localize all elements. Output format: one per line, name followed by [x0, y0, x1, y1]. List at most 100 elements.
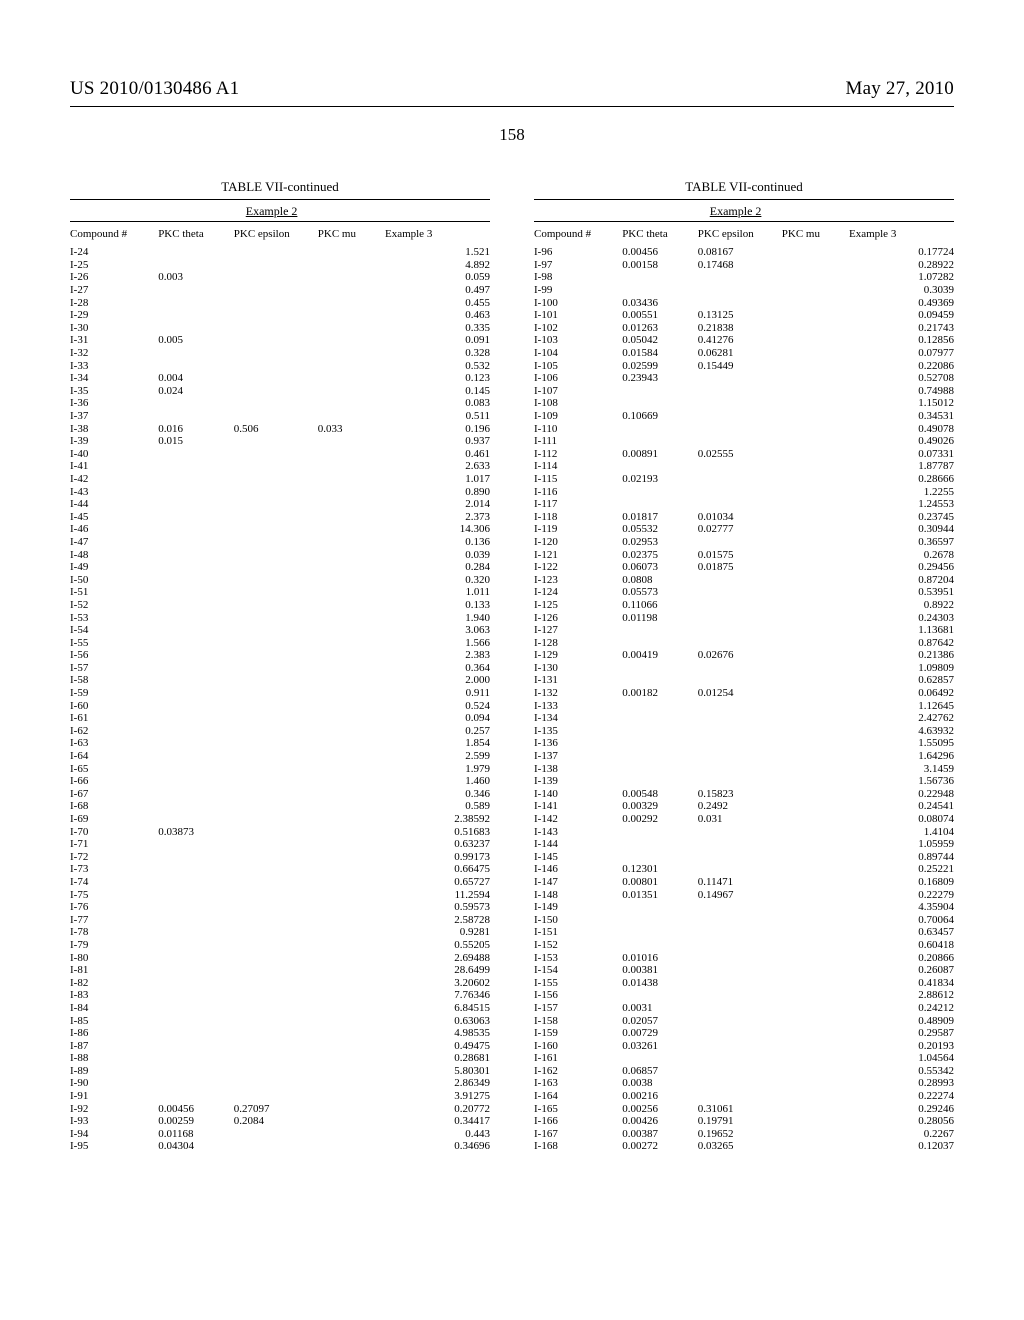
table-cell [782, 662, 849, 675]
table-row: I-895.80301 [70, 1065, 490, 1078]
table-cell: 0.31061 [698, 1102, 782, 1115]
table-cell: I-42 [70, 473, 158, 486]
table-cell [158, 951, 234, 964]
table-cell: I-82 [70, 976, 158, 989]
table-row: I-913.91275 [70, 1090, 490, 1103]
table-cell [782, 410, 849, 423]
table-cell: 1.4104 [849, 825, 954, 838]
content-columns: TABLE VII-continued Example 2 Compound #… [70, 179, 954, 1153]
table-cell [698, 1090, 782, 1103]
table-cell: 0.28993 [849, 1077, 954, 1090]
table-row: I-1141.87787 [534, 460, 954, 473]
table-row: I-1250.110660.8922 [534, 599, 954, 612]
table-cell [622, 901, 698, 914]
table-row: I-1050.025990.154490.22086 [534, 359, 954, 372]
table-cell: I-94 [70, 1128, 158, 1141]
table-cell: 0.11471 [698, 876, 782, 889]
table-cell: 0.13125 [698, 309, 782, 322]
table-row: I-470.136 [70, 536, 490, 549]
table-row: I-380.0160.5060.0330.196 [70, 422, 490, 435]
table-cell: 0.15823 [698, 788, 782, 801]
table-cell: 4.98535 [385, 1027, 490, 1040]
table-cell [158, 1039, 234, 1052]
table-cell: 0.63237 [385, 838, 490, 851]
table-row: I-350.0240.145 [70, 385, 490, 398]
table-cell: 1.2255 [849, 485, 954, 498]
table-cell: I-71 [70, 838, 158, 851]
table-cell: 0.346 [385, 788, 490, 801]
table-cell [318, 775, 385, 788]
table-cell: I-25 [70, 259, 158, 272]
table-cell [622, 851, 698, 864]
table-row: I-1310.62857 [534, 674, 954, 687]
table-cell [234, 926, 318, 939]
table-cell [782, 901, 849, 914]
table-cell: 1.854 [385, 737, 490, 750]
table-cell: 0.49078 [849, 422, 954, 435]
table-cell: 1.56736 [849, 775, 954, 788]
table-cell: I-99 [534, 284, 622, 297]
table-cell [234, 322, 318, 335]
table-cell: 0.01351 [622, 888, 698, 901]
table-cell [234, 284, 318, 297]
table-cell: I-163 [534, 1077, 622, 1090]
table-cell [158, 359, 234, 372]
table-row: I-340.0040.123 [70, 372, 490, 385]
data-table-right: Compound # PKC theta PKC epsilon PKC mu … [534, 222, 954, 1153]
table-cell: 0.08074 [849, 813, 954, 826]
table-cell [698, 1027, 782, 1040]
table-row: I-1500.70064 [534, 913, 954, 926]
table-cell: I-84 [70, 1002, 158, 1015]
table-cell [622, 750, 698, 763]
table-row: I-1040.015840.062810.07977 [534, 347, 954, 360]
table-cell: I-162 [534, 1065, 622, 1078]
table-cell [158, 1027, 234, 1040]
table-cell [318, 246, 385, 259]
table-cell [158, 737, 234, 750]
table-cell [318, 573, 385, 586]
table-cell: I-35 [70, 385, 158, 398]
table-cell [318, 838, 385, 851]
table-cell [318, 599, 385, 612]
table-cell [318, 347, 385, 360]
table-cell: 0.033 [318, 422, 385, 435]
table-cell [318, 1065, 385, 1078]
table-cell: 1.64296 [849, 750, 954, 763]
table-cell: 0.41276 [698, 334, 782, 347]
table-cell: I-81 [70, 964, 158, 977]
table-cell: 0.031 [698, 813, 782, 826]
table-cell: I-129 [534, 649, 622, 662]
table-cell: 3.91275 [385, 1090, 490, 1103]
table-row: I-1570.00310.24212 [534, 1002, 954, 1015]
table-cell: 0.12856 [849, 334, 954, 347]
table-cell [234, 473, 318, 486]
table-cell: 1.04564 [849, 1052, 954, 1065]
table-cell: 0.123 [385, 372, 490, 385]
table-cell: I-138 [534, 762, 622, 775]
table-cell: I-133 [534, 699, 622, 712]
table-cell [782, 762, 849, 775]
table-cell: 0.60418 [849, 939, 954, 952]
table-cell [782, 687, 849, 700]
table-cell: I-101 [534, 309, 622, 322]
table-cell: 0.005 [158, 334, 234, 347]
table-cell [782, 485, 849, 498]
table-row: I-772.58728 [70, 913, 490, 926]
col-example3: Example 3 [385, 222, 490, 246]
table-cell: 0.00426 [622, 1115, 698, 1128]
table-cell [318, 498, 385, 511]
table-cell: 0.890 [385, 485, 490, 498]
table-cell: 0.00272 [622, 1140, 698, 1153]
table-cell: 2.633 [385, 460, 490, 473]
table-cell: I-92 [70, 1102, 158, 1115]
table-row: I-1562.88612 [534, 989, 954, 1002]
table-cell: I-143 [534, 825, 622, 838]
table-cell: 0.039 [385, 548, 490, 561]
table-cell: 0.21838 [698, 322, 782, 335]
table-cell [234, 863, 318, 876]
table-cell: I-110 [534, 422, 622, 435]
table-row: I-631.854 [70, 737, 490, 750]
table-cell: I-159 [534, 1027, 622, 1040]
table-cell [318, 888, 385, 901]
table-cell [698, 460, 782, 473]
